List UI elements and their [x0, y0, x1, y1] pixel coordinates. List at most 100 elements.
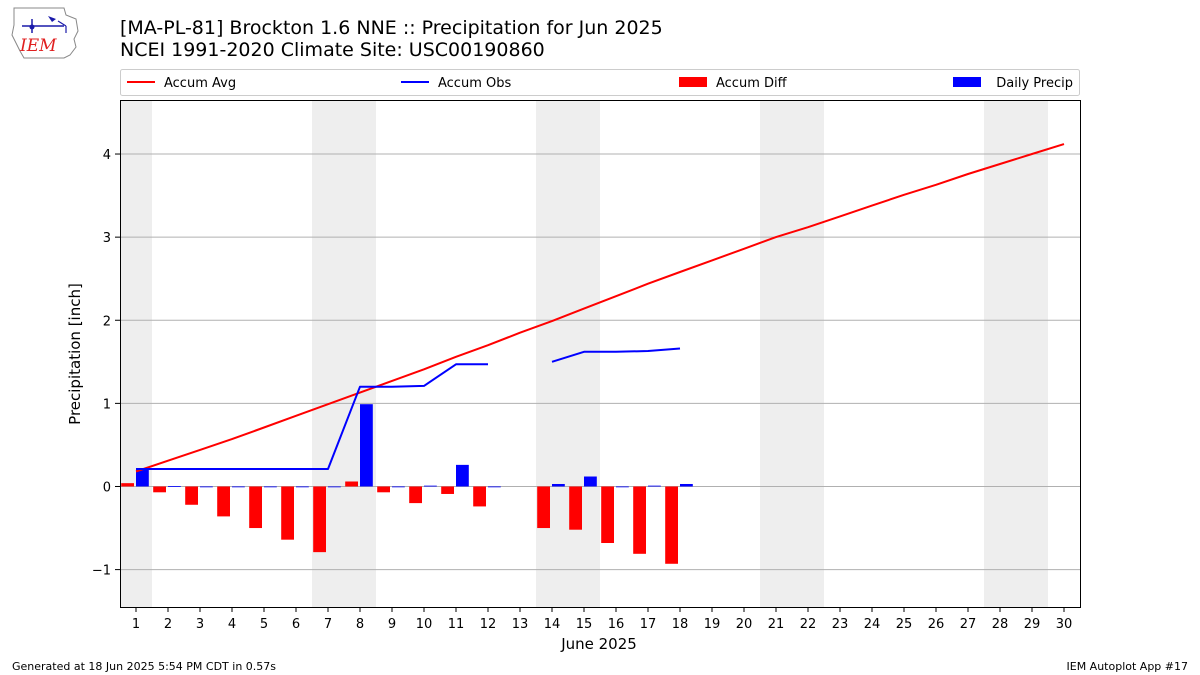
- plot-frame: [120, 100, 1081, 608]
- x-tick-label: 19: [704, 617, 721, 632]
- y-tick-label: −1: [92, 564, 111, 579]
- legend-swatch: [679, 77, 707, 87]
- x-tick-label: 6: [292, 617, 300, 632]
- x-tick-label: 7: [324, 617, 332, 632]
- daily-precip-bar: [552, 483, 565, 487]
- legend-label: Daily Precip: [996, 76, 1073, 91]
- grid-lines: [120, 153, 1080, 571]
- accum-diff-bar: [249, 486, 262, 529]
- x-tick-label: 9: [388, 617, 396, 632]
- daily-precip-bar: [200, 486, 213, 488]
- daily-precip-bar: [392, 486, 405, 488]
- accum-diff-bar: [377, 486, 390, 493]
- daily-precip-bar: [424, 485, 437, 487]
- legend-label: Accum Avg: [164, 76, 236, 91]
- x-tick-label: 25: [896, 617, 913, 632]
- daily-precip-bar: [456, 464, 469, 487]
- accum-diff-bar: [633, 486, 646, 554]
- y-tick-label: 3: [103, 231, 111, 246]
- x-tick-label: 1: [132, 617, 140, 632]
- legend-swatch: [953, 77, 981, 87]
- daily-precip-bar: [488, 486, 501, 488]
- x-tick-label: 17: [640, 617, 657, 632]
- daily-precip-bar: [648, 485, 661, 487]
- app-label: IEM Autoplot App #17: [1066, 660, 1189, 673]
- x-tick-label: 16: [608, 617, 625, 632]
- daily-precip-bar: [584, 476, 597, 487]
- x-tick-label: 24: [864, 617, 881, 632]
- x-tick-label: 8: [356, 617, 364, 632]
- daily-precip-bar: [264, 486, 277, 488]
- weekend-shade-14: [536, 100, 600, 607]
- x-tick-label: 22: [800, 617, 817, 632]
- x-tick-label: 28: [992, 617, 1009, 632]
- accum-diff-bar: [601, 486, 614, 544]
- daily-precip-bar: [168, 486, 181, 487]
- logo-text: IEM: [19, 36, 57, 56]
- accum-diff-bar: [441, 486, 454, 494]
- iem-logo: IEM: [11, 7, 79, 59]
- legend-label: Accum Obs: [438, 76, 511, 91]
- x-tick-label: 13: [512, 617, 529, 632]
- x-tick-label: 29: [1024, 617, 1041, 632]
- x-tick-label: 5: [260, 617, 268, 632]
- accum-diff-bar: [281, 486, 294, 540]
- accum-diff-bar: [217, 486, 230, 517]
- weekend-shade-28: [984, 100, 1048, 607]
- accum-diff-bar: [537, 486, 550, 529]
- accum-diff-bar: [665, 486, 678, 564]
- x-tick-label: 15: [576, 617, 593, 632]
- y-tick-label: 0: [103, 480, 111, 495]
- x-tick-label: 23: [832, 617, 849, 632]
- x-tick-label: 11: [448, 617, 465, 632]
- daily-precip-bar: [232, 486, 245, 488]
- legend-box: [120, 69, 1080, 96]
- x-tick-label: 2: [164, 617, 172, 632]
- legend: Accum Avg Accum Obs Accum Diff Daily Precip: [120, 69, 1080, 96]
- accum-diff-bar: [473, 486, 486, 507]
- accum-avg-line: [135, 143, 1065, 473]
- y-tick-label: 4: [103, 148, 111, 163]
- x-tick-label: 18: [672, 617, 689, 632]
- weekend-shading: [120, 100, 1048, 607]
- x-tick-label: 12: [480, 617, 497, 632]
- x-tick-label: 10: [416, 617, 433, 632]
- x-tick-label: 21: [768, 617, 785, 632]
- daily-precip-bar: [616, 486, 629, 488]
- chart-title: [MA-PL-81] Brockton 1.6 NNE :: Precipita…: [120, 17, 663, 39]
- x-tick-label: 27: [960, 617, 977, 632]
- x-axis-ticks: 1 2 3 4 5 6 7 8 9 10 11 12 13 14 15 16 17 18 19 20 21 22 23 24 2…: [132, 607, 1072, 632]
- y-axis-label: Precipitation [inch]: [66, 283, 84, 425]
- x-tick-label: 3: [196, 617, 204, 632]
- y-tick-label: 2: [103, 314, 111, 329]
- weekend-shade-21: [760, 100, 824, 607]
- x-tick-label: 26: [928, 617, 945, 632]
- y-tick-label: 1: [103, 397, 111, 412]
- x-tick-label: 30: [1056, 617, 1073, 632]
- daily-precip-bar: [360, 404, 373, 487]
- y-axis-ticks: −1 0 1 2 3 4: [92, 148, 120, 579]
- daily-precip-bar: [328, 486, 341, 488]
- accum-diff-bar: [409, 486, 422, 504]
- generated-note: Generated at 18 Jun 2025 5:54 PM CDT in …: [12, 660, 277, 673]
- x-axis-label: June 2025: [560, 635, 637, 653]
- x-tick-label: 20: [736, 617, 753, 632]
- chart-subtitle: NCEI 1991-2020 Climate Site: USC00190860: [120, 39, 545, 61]
- x-tick-label: 4: [228, 617, 236, 632]
- accum-diff-bar: [121, 483, 134, 487]
- bars: [121, 404, 693, 564]
- accum-diff-bar: [153, 486, 166, 493]
- lines: [135, 143, 1065, 473]
- daily-precip-bar: [296, 486, 309, 488]
- accum-diff-bar: [569, 486, 582, 530]
- daily-precip-bar: [136, 469, 149, 487]
- accum-diff-bar: [345, 481, 358, 487]
- weekend-shade-1: [120, 100, 152, 607]
- legend-label: Accum Diff: [716, 76, 788, 91]
- accum-diff-bar: [313, 486, 326, 553]
- daily-precip-bar: [680, 483, 693, 487]
- accum-obs-line: [136, 347, 681, 470]
- x-tick-label: 14: [544, 617, 561, 632]
- accum-diff-bar: [185, 486, 198, 505]
